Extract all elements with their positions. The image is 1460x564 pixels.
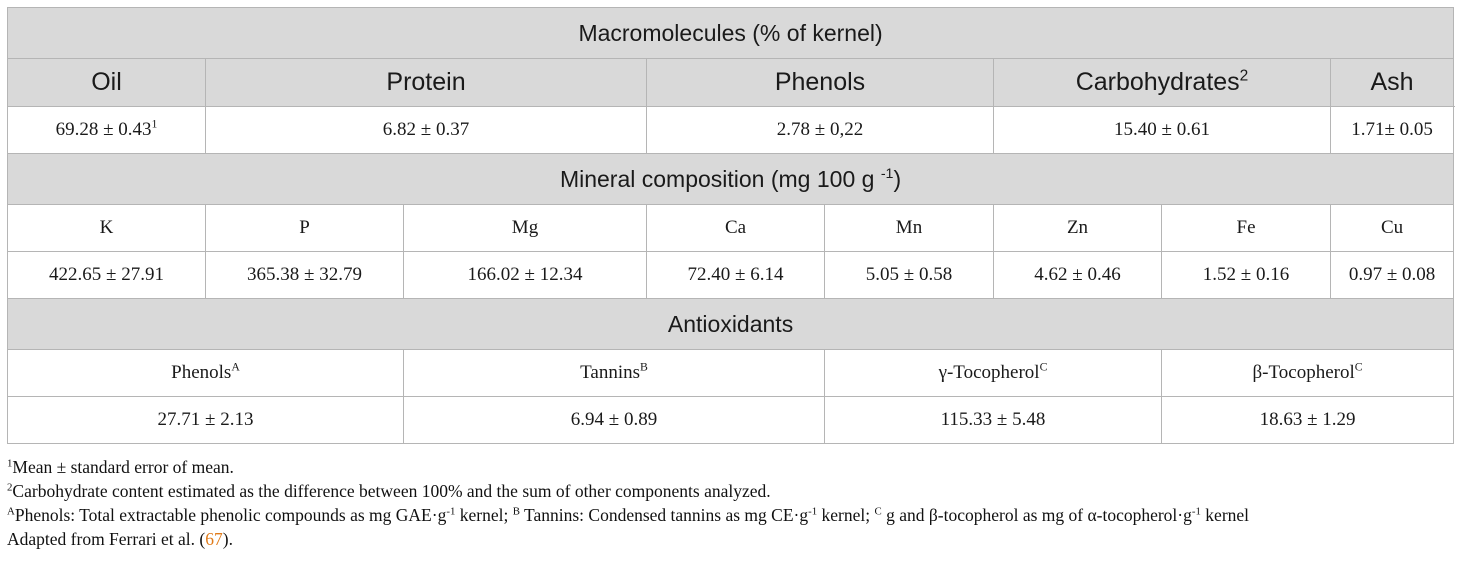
footnote-1-mark: 1 — [7, 457, 13, 470]
carbohydrates-label: Carbohydrates — [1075, 68, 1240, 96]
footnote-3-text-a: Phenols: Total extractable phenolic comp… — [14, 505, 447, 525]
mineral-header-k: K — [7, 204, 206, 252]
ash-value: 1.71± 0.05 — [1329, 106, 1455, 154]
antioxidant-value-beta-tocopherol: 18.63 ± 1.29 — [1160, 396, 1455, 444]
carbohydrates-footnote-mark: 2 — [1239, 67, 1249, 85]
antioxidants-value-row: 27.71 ± 2.13 6.94 ± 0.89 115.33 ± 5.48 1… — [7, 396, 1455, 444]
antioxidant-header-beta-tocopherol: β-TocopherolC — [1160, 349, 1455, 397]
footnote-source: Adapted from Ferrari et al. (67). — [7, 527, 1453, 551]
minerals-value-row: 422.65 ± 27.91 365.38 ± 32.79 166.02 ± 1… — [7, 251, 1455, 299]
mineral-header-fe: Fe — [1161, 204, 1331, 252]
mineral-header-ca: Ca — [646, 204, 825, 252]
minerals-title-exponent: -1 — [880, 165, 894, 182]
tannins-label: Tannins — [580, 362, 641, 383]
antioxidant-header-phenols: PhenolsA — [7, 349, 404, 397]
footnote-3-mark-a: A — [7, 505, 15, 518]
mineral-value-fe: 1.52 ± 0.16 — [1161, 251, 1331, 299]
antioxidants-header-row: PhenolsA TanninsB γ-TocopherolC β-Tocoph… — [7, 349, 1455, 397]
mineral-header-p: P — [205, 204, 404, 252]
antioxidant-header-gamma-tocopherol: γ-TocopherolC — [824, 349, 1162, 397]
minerals-title: Mineral composition (mg 100 g -1) — [6, 153, 1455, 205]
beta-tocopherol-footnote-mark: C — [1354, 360, 1363, 374]
antioxidants-title: Antioxidants — [6, 298, 1455, 350]
macromolecules-value-row: 69.28 ± 0.431 6.82 ± 0.37 2.78 ± 0,22 15… — [7, 106, 1455, 154]
antioxidant-header-tannins: TanninsB — [403, 349, 825, 397]
footnote-2-mark: 2 — [7, 481, 13, 494]
carbohydrates-value: 15.40 ± 0.61 — [993, 106, 1331, 154]
ash-header: Ash — [1329, 58, 1455, 107]
footnote-3-text-b: kernel; — [455, 505, 513, 525]
footnote-3-text-d: kernel; — [817, 505, 875, 525]
oil-header: Oil — [7, 58, 206, 107]
protein-value: 6.82 ± 0.37 — [205, 106, 647, 154]
mineral-value-mg: 166.02 ± 12.34 — [403, 251, 647, 299]
phenols-footnote-mark: A — [231, 360, 240, 374]
minerals-title-text: Mineral composition (mg 100 g — [559, 165, 881, 192]
phenols-header: Phenols — [646, 58, 994, 107]
footnote-3-exp-2: -1 — [808, 505, 818, 518]
mineral-value-ca: 72.40 ± 6.14 — [646, 251, 825, 299]
mineral-value-zn: 4.62 ± 0.46 — [993, 251, 1162, 299]
antioxidants-section-row: Antioxidants — [6, 298, 1455, 350]
mineral-header-mg: Mg — [403, 204, 647, 252]
macromolecules-section-row: Macromolecules (% of kernel) — [6, 7, 1455, 59]
phenols-label: Phenols — [171, 362, 232, 383]
footnote-3-text-c: Tannins: Condensed tannins as mg CE·g — [519, 505, 809, 525]
beta-tocopherol-label: β-Tocopherol — [1252, 362, 1355, 383]
minerals-section-row: Mineral composition (mg 100 g -1) — [6, 153, 1455, 205]
footnote-2-text: Carbohydrate content estimated as the di… — [12, 481, 771, 501]
mineral-value-p: 365.38 ± 32.79 — [205, 251, 404, 299]
antioxidant-value-phenols: 27.71 ± 2.13 — [7, 396, 404, 444]
source-text-b: ). — [222, 529, 233, 549]
antioxidant-value-gamma-tocopherol: 115.33 ± 5.48 — [824, 396, 1162, 444]
footnote-3-exp-3: -1 — [1191, 505, 1201, 518]
footnote-3: APhenols: Total extractable phenolic com… — [7, 503, 1453, 527]
mineral-value-mn: 5.05 ± 0.58 — [824, 251, 994, 299]
mineral-header-zn: Zn — [993, 204, 1162, 252]
gamma-tocopherol-footnote-mark: C — [1039, 360, 1048, 374]
protein-header: Protein — [205, 58, 647, 107]
table-footnotes: 1Mean ± standard error of mean. 2Carbohy… — [7, 455, 1453, 551]
nutrition-table: Macromolecules (% of kernel) Oil Protein… — [6, 7, 1455, 444]
minerals-header-row: K P Mg Ca Mn Zn Fe Cu — [7, 204, 1455, 252]
gamma-tocopherol-label: γ-Tocopherol — [938, 362, 1040, 383]
footnote-3-mark-c: C — [874, 505, 882, 518]
minerals-title-close: ) — [893, 165, 902, 192]
oil-footnote-mark: 1 — [151, 117, 158, 131]
macromolecules-header-row: Oil Protein Phenols Carbohydrates2 Ash — [7, 58, 1455, 107]
reference-link[interactable]: 67 — [205, 529, 223, 549]
footnote-1-text: Mean ± standard error of mean. — [12, 457, 234, 477]
oil-value-text: 69.28 ± 0.43 — [55, 119, 152, 140]
footnote-2: 2Carbohydrate content estimated as the d… — [7, 479, 1453, 503]
footnote-3-exp-1: -1 — [446, 505, 456, 518]
footnote-3-text-f: kernel — [1200, 505, 1250, 525]
mineral-header-mn: Mn — [824, 204, 994, 252]
footnote-3-text-e: g and β-tocopherol as mg of α-tocopherol… — [881, 505, 1192, 525]
mineral-header-cu: Cu — [1329, 204, 1455, 252]
phenols-value: 2.78 ± 0,22 — [646, 106, 994, 154]
antioxidant-value-tannins: 6.94 ± 0.89 — [403, 396, 825, 444]
mineral-value-k: 422.65 ± 27.91 — [7, 251, 206, 299]
tannins-footnote-mark: B — [640, 360, 648, 374]
source-text-a: Adapted from Ferrari et al. ( — [7, 529, 206, 549]
footnote-3-mark-b: B — [512, 505, 520, 518]
carbohydrates-header: Carbohydrates2 — [993, 58, 1331, 107]
oil-value: 69.28 ± 0.431 — [7, 106, 206, 154]
mineral-value-cu: 0.97 ± 0.08 — [1329, 251, 1455, 299]
footnote-1: 1Mean ± standard error of mean. — [7, 455, 1453, 479]
macromolecules-title: Macromolecules (% of kernel) — [6, 7, 1455, 59]
